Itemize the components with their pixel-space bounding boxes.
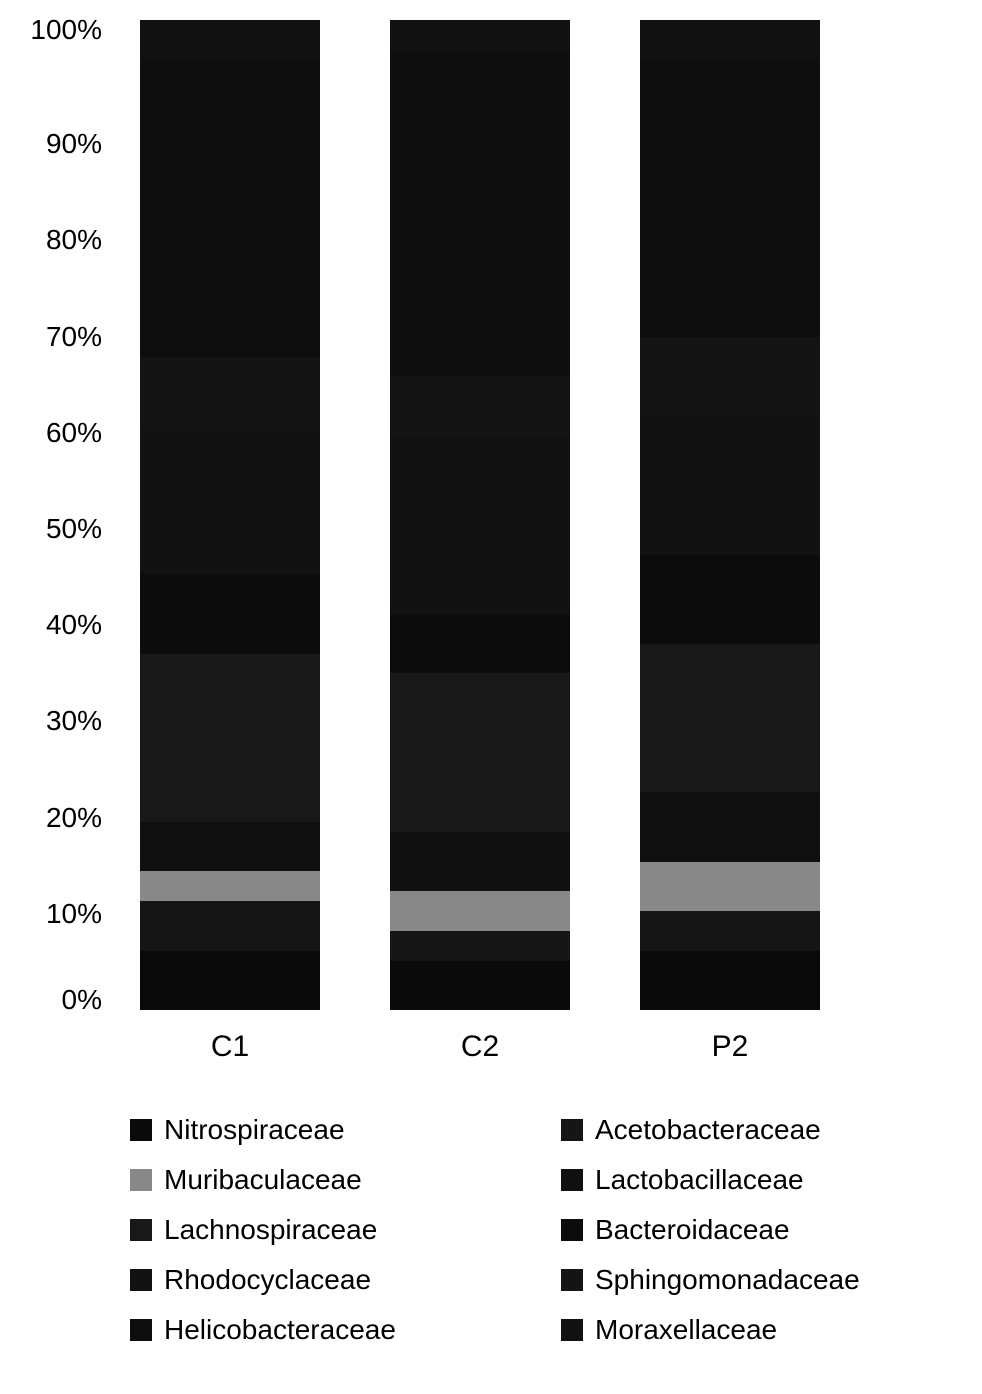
plot-row: 100%90%80%70%60%50%40%30%20%10%0% bbox=[10, 20, 962, 1010]
y-axis: 100%90%80%70%60%50%40%30%20%10%0% bbox=[10, 20, 110, 1010]
x-tick-label: P2 bbox=[640, 1030, 820, 1064]
segment-Sphingomonadaceae bbox=[140, 357, 320, 426]
segment-Helicobacteraceae bbox=[390, 50, 570, 377]
legend-label: Acetobacteraceae bbox=[595, 1114, 821, 1146]
segment-Lachnospiraceae bbox=[390, 673, 570, 831]
legend-item-Helicobacteraceae: Helicobacteraceae bbox=[130, 1314, 531, 1346]
segment-Muribaculaceae bbox=[390, 891, 570, 931]
legend-item-Rhodocyclaceae: Rhodocyclaceae bbox=[130, 1264, 531, 1296]
y-tick-label: 70% bbox=[46, 323, 102, 351]
legend-label: Rhodocyclaceae bbox=[164, 1264, 371, 1296]
y-tick-label: 30% bbox=[46, 707, 102, 735]
legend-item-Muribaculaceae: Muribaculaceae bbox=[130, 1164, 531, 1196]
y-tick-label: 40% bbox=[46, 611, 102, 639]
segment-Sphingomonadaceae bbox=[390, 376, 570, 435]
segment-Nitrospiraceae bbox=[390, 961, 570, 1011]
legend-item-Moraxellaceae: Moraxellaceae bbox=[561, 1314, 962, 1346]
stacked-bar-chart: 100% 90% 80% 70% 60% 50% 40% 30% 20% 10% 0% C1 C2 P2… bbox=[0, 0, 982, 1394]
segment-Rhodocyclaceae bbox=[640, 416, 820, 555]
segment-Rhodocyclaceae bbox=[390, 436, 570, 614]
y-tick-label: 10% bbox=[46, 900, 102, 928]
y-tick-label: 80% bbox=[46, 226, 102, 254]
legend-item-Bacteroidaceae: Bacteroidaceae bbox=[561, 1214, 962, 1246]
segment-Nitrospiraceae bbox=[140, 951, 320, 1010]
legend-label: Muribaculaceae bbox=[164, 1164, 362, 1196]
segment-Helicobacteraceae bbox=[140, 60, 320, 357]
legend-label: Moraxellaceae bbox=[595, 1314, 777, 1346]
legend-swatch bbox=[130, 1219, 152, 1241]
segment-Acetobacteraceae bbox=[640, 911, 820, 951]
segment-Lactobacillaceae bbox=[640, 792, 820, 861]
legend-item-Nitrospiraceae: Nitrospiraceae bbox=[130, 1114, 531, 1146]
legend-label: Helicobacteraceae bbox=[164, 1314, 396, 1346]
segment-Muribaculaceae bbox=[640, 862, 820, 912]
bar-P2 bbox=[640, 20, 820, 1010]
legend: Nitrospiraceae Acetobacteraceae Muribacula… bbox=[130, 1114, 962, 1346]
plot-area bbox=[110, 20, 962, 1010]
segment-Moraxellaceae bbox=[390, 20, 570, 50]
y-tick-label: 60% bbox=[46, 419, 102, 447]
y-tick-label: 100% bbox=[30, 16, 102, 44]
legend-item-Acetobacteraceae: Acetobacteraceae bbox=[561, 1114, 962, 1146]
legend-swatch bbox=[130, 1169, 152, 1191]
legend-label: Bacteroidaceae bbox=[595, 1214, 790, 1246]
y-tick-label: 0% bbox=[62, 986, 102, 1014]
x-tick-label: C1 bbox=[140, 1030, 320, 1064]
legend-swatch bbox=[130, 1269, 152, 1291]
legend-swatch bbox=[130, 1319, 152, 1341]
legend-swatch bbox=[561, 1169, 583, 1191]
legend-swatch bbox=[561, 1269, 583, 1291]
legend-label: Sphingomonadaceae bbox=[595, 1264, 860, 1296]
segment-Lactobacillaceae bbox=[390, 832, 570, 891]
legend-swatch bbox=[561, 1219, 583, 1241]
x-tick-label: C2 bbox=[390, 1030, 570, 1064]
segment-Acetobacteraceae bbox=[140, 901, 320, 951]
segment-Nitrospiraceae bbox=[640, 951, 820, 1010]
segment-Lachnospiraceae bbox=[140, 654, 320, 822]
segment-Lachnospiraceae bbox=[640, 644, 820, 793]
segment-Moraxellaceae bbox=[140, 20, 320, 60]
legend-swatch bbox=[561, 1119, 583, 1141]
segment-Moraxellaceae bbox=[640, 20, 820, 60]
y-tick-label: 50% bbox=[46, 515, 102, 543]
legend-item-Lactobacillaceae: Lactobacillaceae bbox=[561, 1164, 962, 1196]
bar-C1 bbox=[140, 20, 320, 1010]
y-tick-label: 90% bbox=[46, 130, 102, 158]
segment-Lactobacillaceae bbox=[140, 822, 320, 872]
legend-item-Sphingomonadaceae: Sphingomonadaceae bbox=[561, 1264, 962, 1296]
segment-Rhodocyclaceae bbox=[140, 426, 320, 575]
legend-label: Nitrospiraceae bbox=[164, 1114, 345, 1146]
segment-Bacteroidaceae bbox=[640, 555, 820, 644]
bar-C2 bbox=[390, 20, 570, 1010]
legend-swatch bbox=[561, 1319, 583, 1341]
legend-item-Lachnospiraceae: Lachnospiraceae bbox=[130, 1214, 531, 1246]
y-tick-label: 20% bbox=[46, 804, 102, 832]
segment-Bacteroidaceae bbox=[390, 614, 570, 673]
legend-label: Lachnospiraceae bbox=[164, 1214, 377, 1246]
segment-Bacteroidaceae bbox=[140, 574, 320, 653]
segment-Helicobacteraceae bbox=[640, 60, 820, 337]
x-axis: C1 C2 P2 bbox=[110, 1010, 962, 1064]
legend-label: Lactobacillaceae bbox=[595, 1164, 804, 1196]
segment-Muribaculaceae bbox=[140, 871, 320, 901]
segment-Acetobacteraceae bbox=[390, 931, 570, 961]
legend-swatch bbox=[130, 1119, 152, 1141]
segment-Sphingomonadaceae bbox=[640, 337, 820, 416]
